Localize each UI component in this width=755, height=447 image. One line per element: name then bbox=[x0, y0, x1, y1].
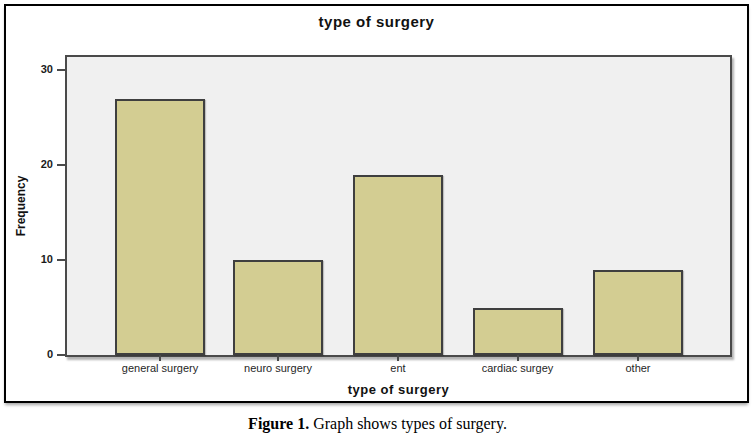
y-tick-mark bbox=[57, 259, 65, 261]
bar-ent bbox=[353, 175, 443, 355]
y-tick-mark bbox=[57, 69, 65, 71]
caption-text: Graph shows types of surgery. bbox=[309, 415, 507, 432]
caption-label: Figure 1. bbox=[248, 415, 309, 432]
plot-area: Frequency general surgeryneuro surgeryen… bbox=[65, 55, 732, 357]
x-tick-label: cardiac surgey bbox=[482, 362, 554, 374]
y-tick-label: 10 bbox=[19, 253, 53, 265]
bar-other bbox=[593, 270, 683, 355]
figure-container: type of surgery Frequency general surger… bbox=[0, 0, 755, 447]
figure-caption: Figure 1. Graph shows types of surgery. bbox=[0, 415, 755, 433]
x-tick-label: other bbox=[625, 362, 650, 374]
bar-cardiac-surgey bbox=[473, 308, 563, 355]
chart-title: type of surgery bbox=[6, 13, 747, 30]
x-tick-label: neuro surgery bbox=[244, 362, 312, 374]
x-tick-mark bbox=[397, 355, 399, 361]
y-tick-label: 20 bbox=[19, 158, 53, 170]
x-tick-mark bbox=[637, 355, 639, 361]
x-tick-label: ent bbox=[390, 362, 405, 374]
y-tick-label: 0 bbox=[19, 348, 53, 360]
bar-general-surgery bbox=[115, 99, 205, 355]
x-tick-label: general surgery bbox=[122, 362, 198, 374]
x-tick-mark bbox=[517, 355, 519, 361]
bar-neuro-surgery bbox=[233, 260, 323, 355]
x-tick-mark bbox=[277, 355, 279, 361]
chart-outer-box: type of surgery Frequency general surger… bbox=[4, 4, 749, 403]
y-axis-title: Frequency bbox=[14, 176, 28, 237]
x-tick-mark bbox=[159, 355, 161, 361]
y-tick-mark bbox=[57, 164, 65, 166]
x-axis-title: type of surgery bbox=[65, 382, 732, 397]
y-tick-mark bbox=[57, 354, 65, 356]
y-tick-label: 30 bbox=[19, 63, 53, 75]
